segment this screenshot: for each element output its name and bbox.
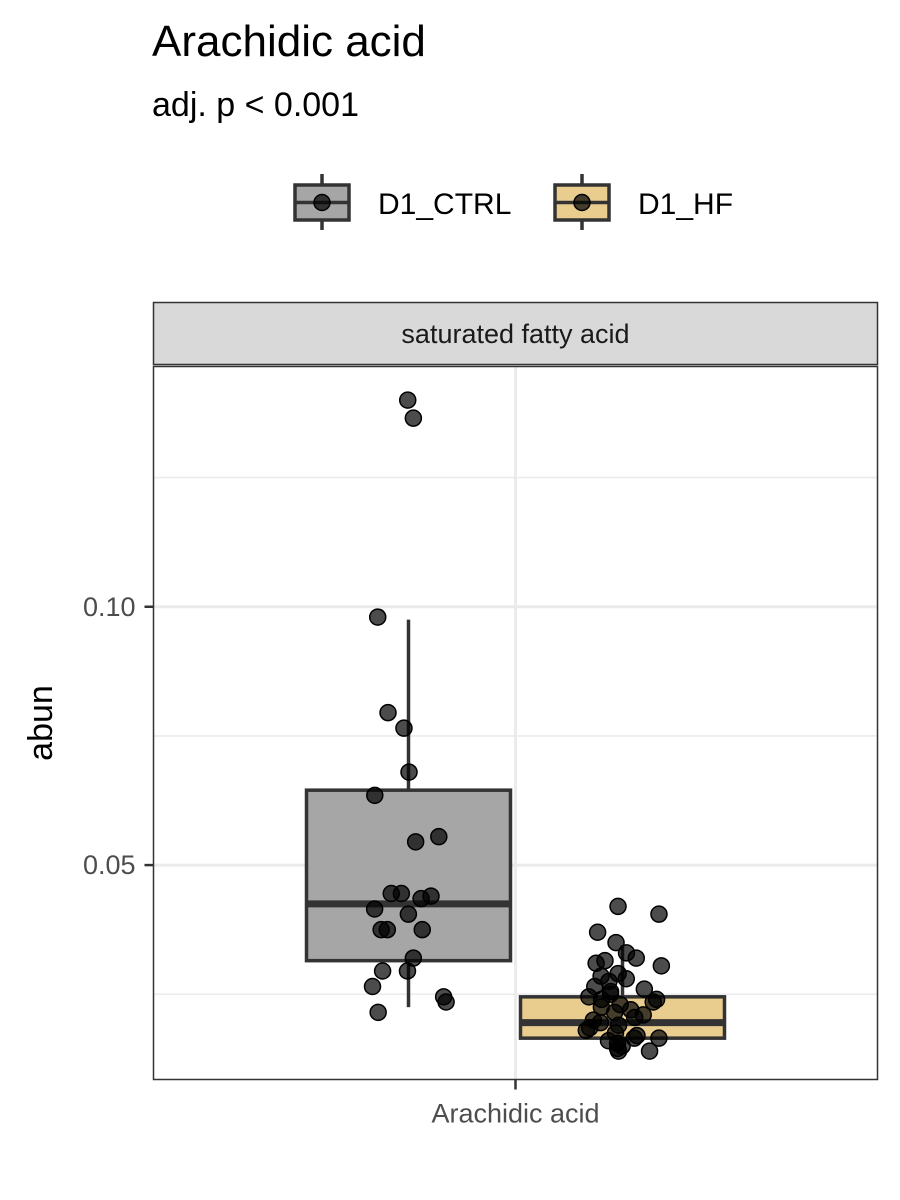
legend-label: D1_HF (638, 188, 733, 221)
points-D1_CTRL (363, 391, 455, 1022)
data-point (437, 993, 455, 1011)
data-point (400, 763, 418, 781)
chart-title: Arachidic acid (152, 17, 426, 66)
data-point (373, 962, 392, 980)
points-D1_HF (577, 897, 671, 1060)
legend-item-D1_CTRL: D1_CTRL (293, 174, 511, 230)
data-point (366, 786, 384, 805)
data-point (398, 391, 417, 409)
legend-key-point (573, 193, 591, 212)
data-point (368, 608, 387, 626)
data-point (406, 833, 425, 851)
data-point (588, 923, 607, 941)
data-point (617, 970, 636, 988)
data-point (652, 957, 671, 975)
data-point (365, 900, 384, 918)
facet-strip-label: saturated fatty acid (401, 319, 629, 349)
data-point (398, 962, 417, 980)
data-point (430, 827, 448, 846)
data-point (399, 905, 418, 923)
data-point (607, 933, 625, 952)
x-tick-label: Arachidic acid (431, 1099, 599, 1129)
data-point (625, 1029, 644, 1047)
y-tick-label: 0.10 (83, 592, 136, 622)
data-point (627, 949, 645, 967)
facet-strip (152, 301, 879, 366)
legend: D1_CTRL D1_HF (293, 174, 733, 230)
data-points (363, 391, 671, 1060)
axes: 0.05 0.10 Arachidic acid (83, 592, 600, 1129)
data-point (609, 897, 627, 916)
data-point (369, 1003, 387, 1022)
data-point (412, 889, 430, 908)
data-point (413, 920, 432, 939)
boxplots (304, 619, 727, 1052)
data-point (650, 905, 668, 923)
data-point (640, 1042, 659, 1060)
chart-subtitle: adj. p < 0.001 (152, 86, 359, 124)
data-point (379, 703, 397, 722)
data-point (644, 993, 662, 1011)
y-axis-title: abun (22, 685, 60, 761)
data-point (363, 977, 382, 996)
data-point (650, 1029, 668, 1047)
legend-label: D1_CTRL (378, 188, 511, 221)
data-point (382, 884, 401, 903)
data-point (372, 920, 390, 939)
data-point (635, 980, 654, 998)
grid-lines (153, 366, 878, 1080)
y-tick-label: 0.05 (83, 850, 136, 880)
data-point (609, 1042, 628, 1060)
data-point (404, 409, 423, 427)
data-point (395, 719, 413, 737)
legend-item-D1_HF: D1_HF (553, 174, 733, 230)
box (304, 788, 513, 963)
data-point (577, 1021, 596, 1040)
legend-key-point (313, 193, 331, 212)
data-point (625, 1008, 644, 1027)
boxplot-D1_CTRL (304, 619, 513, 1008)
